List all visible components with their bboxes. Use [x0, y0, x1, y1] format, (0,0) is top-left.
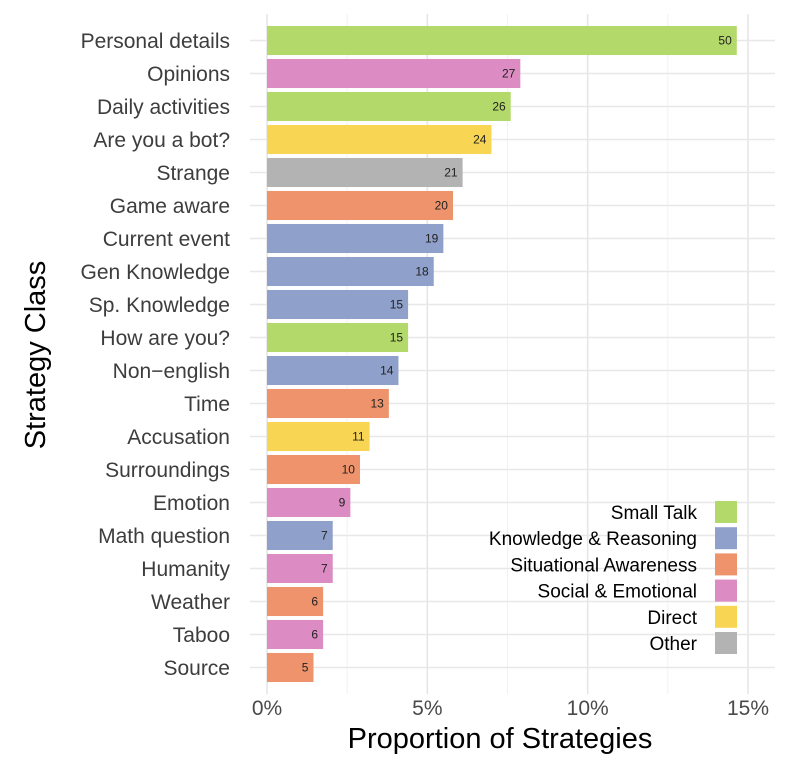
category-label: Emotion [153, 492, 230, 515]
bar [267, 421, 370, 452]
category-label: How are you? [100, 327, 230, 350]
x-tick-labels: 0% 5% 10% 15% [252, 697, 769, 720]
bars: 50 27 26 24 21 20 19 18 15 15 14 13 11 10 9 7 7 6 6 5 [267, 25, 737, 683]
category-label: Opinions [147, 63, 230, 86]
x-tick-label: 5% [412, 697, 442, 720]
bar-data-label: 15 [390, 298, 404, 312]
category-label: Sp. Knowledge [89, 294, 230, 317]
bar-data-label: 21 [444, 166, 458, 180]
category-label: Accusation [127, 426, 230, 449]
bar-data-label: 19 [425, 232, 439, 246]
category-label: Math question [98, 525, 230, 548]
bar-data-label: 50 [718, 34, 732, 48]
bar-data-label: 7 [321, 562, 328, 576]
bar [267, 58, 521, 89]
legend-swatch [715, 501, 737, 523]
bar-data-label: 15 [390, 331, 404, 345]
category-label: Non−english [113, 360, 230, 383]
legend-label: Other [649, 634, 697, 655]
bar [267, 124, 492, 155]
category-label: Gen Knowledge [81, 261, 230, 284]
category-label: Personal details [81, 30, 230, 53]
category-label: Are you a bot? [93, 129, 230, 152]
legend-swatch [715, 605, 737, 628]
x-tick-label: 10% [567, 697, 609, 720]
bar-data-label: 20 [435, 199, 449, 213]
bar-data-label: 14 [380, 364, 394, 378]
bar [267, 553, 333, 584]
bar [267, 223, 444, 254]
legend-label: Direct [647, 608, 697, 629]
bar [267, 619, 324, 650]
bar-data-label: 11 [352, 430, 365, 444]
bar-data-label: 18 [415, 265, 429, 279]
bar-data-label: 13 [370, 397, 384, 411]
bar-data-label: 26 [492, 100, 506, 114]
category-label: Humanity [141, 558, 230, 581]
bar-data-label: 9 [339, 496, 346, 510]
x-axis-title: Proportion of Strategies [348, 723, 653, 755]
bar [267, 25, 737, 56]
bar [267, 157, 463, 188]
x-tick-label: 0% [252, 697, 282, 720]
category-label: Source [163, 657, 230, 680]
legend-swatch [715, 527, 737, 550]
legend-label: Situational Awareness [510, 555, 697, 576]
bar-data-label: 24 [473, 133, 487, 147]
category-label: Strange [156, 162, 230, 185]
bar-data-label: 6 [311, 595, 318, 609]
legend-swatch [715, 632, 737, 654]
bar [267, 190, 453, 221]
bar-data-label: 27 [502, 67, 516, 81]
y-axis-title: Strategy Class [20, 261, 52, 450]
bar [267, 586, 324, 617]
bar-data-label: 6 [311, 628, 318, 642]
bar [267, 91, 511, 122]
category-labels: Personal details Opinions Daily activities… [81, 30, 231, 680]
x-tick-label: 15% [727, 697, 769, 720]
category-label: Daily activities [97, 96, 230, 119]
bar-data-label: 5 [302, 661, 309, 675]
legend-label: Small Talk [611, 503, 698, 524]
bar [267, 388, 389, 419]
bar [267, 256, 434, 287]
bar [267, 454, 360, 485]
category-label: Taboo [173, 624, 230, 647]
bar [267, 355, 399, 386]
legend-swatch [715, 579, 737, 602]
legend-label: Knowledge & Reasoning [489, 529, 697, 550]
bar [267, 289, 409, 320]
legend-label: Social & Emotional [538, 582, 697, 603]
bar [267, 322, 409, 353]
bar-data-label: 7 [321, 529, 328, 543]
bar [267, 652, 314, 683]
category-label: Surroundings [105, 459, 230, 482]
bar [267, 487, 351, 518]
legend: Small Talk Knowledge & Reasoning Situation… [489, 501, 737, 655]
category-label: Game aware [110, 195, 230, 218]
legend-swatch [715, 553, 737, 576]
category-label: Weather [151, 591, 230, 614]
category-label: Time [184, 393, 230, 416]
bar-data-label: 10 [342, 463, 356, 477]
bar [267, 520, 333, 551]
category-label: Current event [103, 228, 230, 251]
